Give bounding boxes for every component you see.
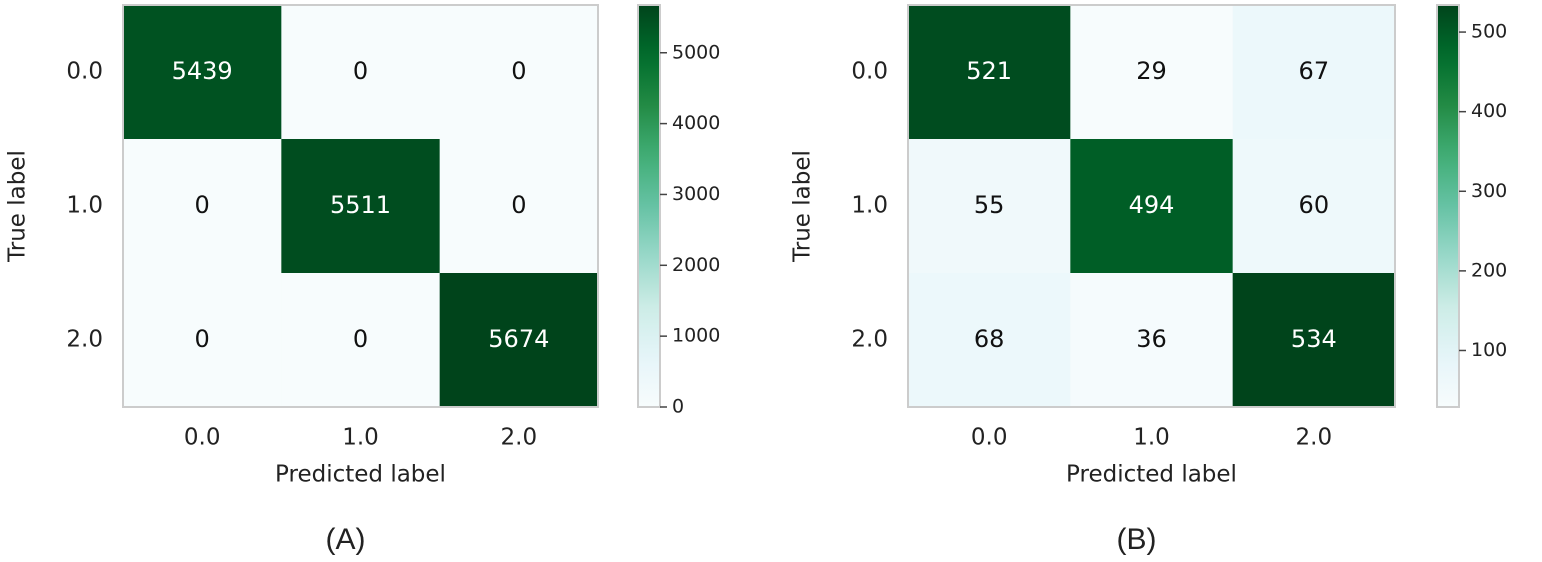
heatmap-cell: [1070, 5, 1234, 140]
panel-caption: (B): [1117, 523, 1157, 556]
y-axis-label: True label: [5, 150, 31, 263]
cell-label: 67: [1299, 57, 1330, 85]
heatmap-cell: [439, 5, 599, 140]
x-tick-label: 1.0: [342, 425, 379, 451]
y-tick-label: 0.0: [66, 59, 103, 85]
colorbar-tick-label: 4000: [672, 112, 720, 134]
x-tick-label: 2.0: [1296, 425, 1333, 451]
colorbar-tick-label: 2000: [672, 254, 720, 276]
colorbar-tick-label: 500: [1471, 21, 1507, 43]
heatmap-cell: [908, 273, 1071, 408]
heatmap-cell: [281, 139, 441, 274]
cell-label: 0: [195, 191, 210, 219]
x-tick-label: 0.0: [184, 425, 221, 451]
cell-label: 0: [353, 325, 368, 353]
cell-label: 0: [195, 325, 210, 353]
cell-label: 0: [511, 191, 526, 219]
heatmap-cell: [123, 139, 282, 274]
cell-label: 494: [1129, 191, 1175, 219]
y-axis-label: True label: [790, 150, 816, 263]
heatmap-cell: [123, 5, 282, 140]
heatmap-cell: [1232, 139, 1396, 274]
colorbar-tick-label: 0: [672, 396, 684, 418]
heatmap-cell: [281, 5, 441, 140]
colorbar-tick-label: 200: [1471, 259, 1507, 281]
y-tick-label: 1.0: [66, 193, 103, 219]
heatmap-cell: [1070, 139, 1234, 274]
cell-label: 29: [1136, 57, 1167, 85]
cell-label: 5674: [488, 325, 549, 353]
x-axis-label: Predicted label: [1066, 462, 1237, 488]
colorbar-tick-label: 300: [1471, 180, 1507, 202]
cell-label: 55: [974, 191, 1005, 219]
heatmap-cell: [123, 273, 282, 408]
y-tick-label: 2.0: [851, 327, 888, 353]
colorbar-tick-label: 1000: [672, 325, 720, 347]
cell-label: 5511: [330, 191, 391, 219]
cell-label: 0: [511, 57, 526, 85]
x-tick-label: 1.0: [1133, 425, 1170, 451]
y-tick-label: 1.0: [851, 193, 888, 219]
heatmap-cell: [281, 273, 441, 408]
plot-frame: [122, 4, 599, 408]
panel-caption: (A): [326, 523, 366, 556]
colorbar-tick-label: 3000: [672, 183, 720, 205]
y-tick-label: 0.0: [851, 59, 888, 85]
cell-label: 68: [974, 325, 1005, 353]
cell-label: 521: [966, 57, 1012, 85]
x-axis-label: Predicted label: [275, 462, 446, 488]
colorbar-tick-label: 5000: [672, 41, 720, 63]
heatmap-cell: [1070, 273, 1234, 408]
cell-label: 5439: [172, 57, 233, 85]
cell-label: 534: [1291, 325, 1337, 353]
x-tick-label: 0.0: [971, 425, 1008, 451]
plot-frame: [907, 4, 1396, 408]
y-tick-label: 2.0: [66, 327, 103, 353]
heatmap-cell: [439, 139, 599, 274]
colorbar-tick-label: 400: [1471, 100, 1507, 122]
cell-label: 0: [353, 57, 368, 85]
x-tick-label: 2.0: [501, 425, 538, 451]
cell-label: 60: [1299, 191, 1330, 219]
heatmap-cell: [908, 5, 1071, 140]
cell-label: 36: [1136, 325, 1167, 353]
colorbar: [637, 4, 661, 408]
heatmap-cell: [1232, 5, 1396, 140]
heatmap-cell: [439, 273, 599, 408]
heatmap-cell: [908, 139, 1071, 274]
colorbar: [1436, 4, 1460, 408]
heatmap-cell: [1232, 273, 1396, 408]
colorbar-tick-label: 100: [1471, 339, 1507, 361]
